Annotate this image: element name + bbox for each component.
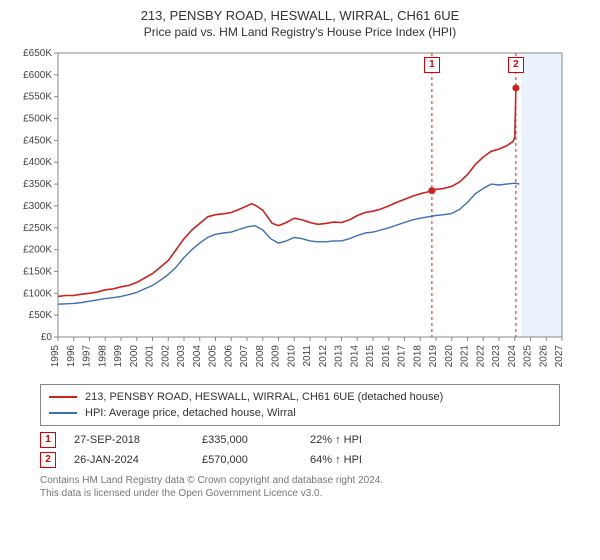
svg-text:£50K: £50K (29, 310, 53, 321)
legend-label-price-paid: 213, PENSBY ROAD, HESWALL, WIRRAL, CH61 … (85, 389, 443, 405)
svg-text:2011: 2011 (302, 345, 313, 367)
svg-text:2016: 2016 (381, 345, 392, 368)
svg-text:£100K: £100K (23, 288, 52, 299)
svg-text:2001: 2001 (145, 345, 156, 368)
svg-text:1997: 1997 (82, 345, 93, 368)
sale-marker-box: 1 (424, 57, 440, 73)
svg-text:2004: 2004 (192, 345, 203, 368)
legend-row-hpi: HPI: Average price, detached house, Wirr… (49, 405, 551, 421)
svg-text:2014: 2014 (349, 345, 360, 368)
svg-text:1995: 1995 (50, 345, 61, 368)
sales-row: 2 26-JAN-2024 £570,000 64% ↑ HPI (40, 450, 560, 470)
svg-text:2019: 2019 (428, 345, 439, 368)
sale-date: 27-SEP-2018 (74, 434, 184, 446)
svg-text:£300K: £300K (23, 201, 52, 212)
svg-text:2000: 2000 (129, 345, 140, 368)
sale-date: 26-JAN-2024 (74, 454, 184, 466)
svg-text:£250K: £250K (23, 223, 52, 234)
svg-text:£200K: £200K (23, 245, 52, 256)
svg-text:£600K: £600K (23, 70, 52, 81)
svg-text:2005: 2005 (208, 345, 219, 368)
svg-text:1999: 1999 (113, 345, 124, 368)
svg-text:£650K: £650K (23, 48, 52, 59)
svg-text:2002: 2002 (160, 345, 171, 368)
legend-row-price-paid: 213, PENSBY ROAD, HESWALL, WIRRAL, CH61 … (49, 389, 551, 405)
sale-diff: 64% ↑ HPI (310, 454, 400, 466)
svg-text:1996: 1996 (66, 345, 77, 368)
svg-text:2027: 2027 (554, 345, 565, 368)
sale-diff: 22% ↑ HPI (310, 434, 400, 446)
svg-text:2010: 2010 (286, 345, 297, 368)
sale-price: £335,000 (202, 434, 292, 446)
svg-text:£400K: £400K (23, 157, 52, 168)
svg-text:2026: 2026 (538, 345, 549, 368)
svg-text:£0: £0 (41, 332, 53, 343)
legend-swatch-hpi (49, 412, 77, 414)
svg-text:2003: 2003 (176, 345, 187, 368)
sale-marker-2: 2 (40, 452, 56, 468)
svg-text:£150K: £150K (23, 266, 52, 277)
chart-subtitle: Price paid vs. HM Land Registry's House … (10, 25, 590, 39)
chart-title: 213, PENSBY ROAD, HESWALL, WIRRAL, CH61 … (10, 8, 590, 23)
footer-line-2: This data is licensed under the Open Gov… (40, 487, 560, 500)
legend: 213, PENSBY ROAD, HESWALL, WIRRAL, CH61 … (40, 384, 560, 426)
line-chart: £0 £50K £100K £150K £200K £250K £300K £350K £400… (10, 45, 570, 375)
svg-text:2023: 2023 (491, 345, 502, 368)
svg-text:£350K: £350K (23, 179, 52, 190)
svg-text:2009: 2009 (271, 345, 282, 368)
sale-marker-1: 1 (40, 432, 56, 448)
svg-text:2017: 2017 (397, 345, 408, 368)
svg-text:2013: 2013 (334, 345, 345, 368)
sales-table: 1 27-SEP-2018 £335,000 22% ↑ HPI 2 26-JA… (40, 430, 560, 470)
svg-text:2018: 2018 (412, 345, 423, 368)
svg-text:2007: 2007 (239, 345, 250, 368)
legend-swatch-price-paid (49, 396, 77, 398)
chart-area: £0 £50K £100K £150K £200K £250K £300K £350K £400… (10, 45, 590, 378)
sales-row: 1 27-SEP-2018 £335,000 22% ↑ HPI (40, 430, 560, 450)
svg-text:£500K: £500K (23, 114, 52, 125)
svg-text:2025: 2025 (523, 345, 534, 368)
svg-text:2021: 2021 (460, 345, 471, 368)
svg-text:£550K: £550K (23, 92, 52, 103)
legend-label-hpi: HPI: Average price, detached house, Wirr… (85, 405, 296, 421)
footer: Contains HM Land Registry data © Crown c… (40, 474, 560, 500)
svg-text:2008: 2008 (255, 345, 266, 368)
svg-text:2015: 2015 (365, 345, 376, 368)
svg-text:2012: 2012 (318, 345, 329, 368)
sale-marker-box: 2 (508, 57, 524, 73)
svg-text:2024: 2024 (507, 345, 518, 368)
sale-price: £570,000 (202, 454, 292, 466)
footer-line-1: Contains HM Land Registry data © Crown c… (40, 474, 560, 487)
svg-text:1998: 1998 (97, 345, 108, 368)
svg-text:2022: 2022 (475, 345, 486, 368)
svg-text:2020: 2020 (444, 345, 455, 368)
svg-text:£450K: £450K (23, 135, 52, 146)
svg-text:2006: 2006 (223, 345, 234, 368)
